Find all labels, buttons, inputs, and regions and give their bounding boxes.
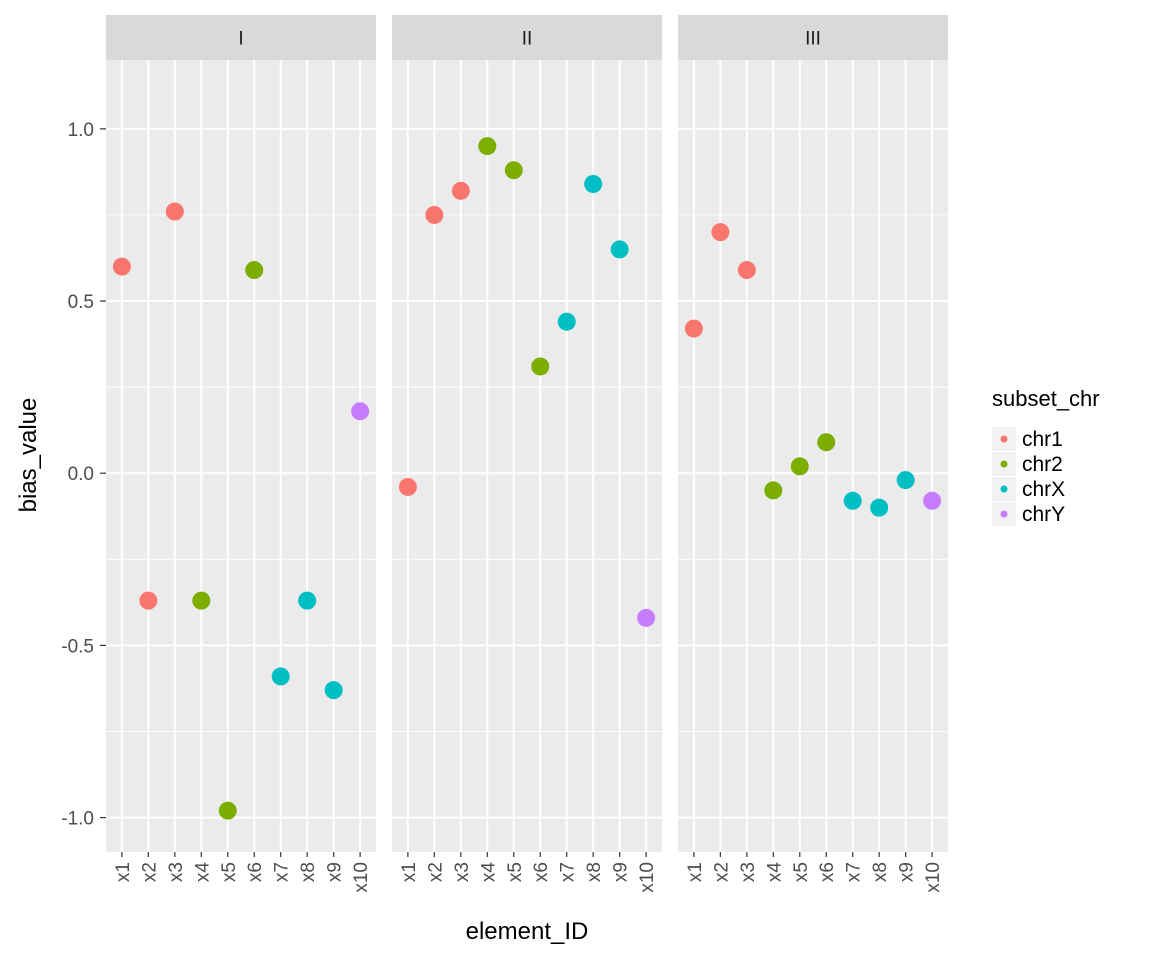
data-point: [451, 181, 470, 200]
x-tick-label: x4: [478, 862, 499, 883]
data-point: [165, 202, 184, 221]
y-axis: -1.0 -0.5 0.0 0.5 1.0: [61, 120, 106, 830]
x-tick-label: x8: [870, 862, 891, 882]
data-point: [843, 491, 862, 510]
x-tick-label: x9: [611, 862, 632, 882]
x-tick-label: x6: [531, 862, 552, 882]
x-tick-label: x7: [558, 862, 579, 882]
x-tick-label: x1: [113, 862, 134, 882]
x-tick-label: x4: [192, 862, 213, 883]
x-tick-label: x7: [272, 862, 293, 882]
data-point: [557, 312, 576, 331]
facet-panel-II: II x1 x2 x3 x4 x5 x6 x7 x8 x9 x10: [392, 15, 662, 893]
x-tick-label: x3: [452, 862, 473, 882]
data-point: [711, 223, 730, 242]
data-point: [684, 319, 703, 338]
y-tick-label: -0.5: [61, 636, 94, 657]
legend-title: subset_chr: [992, 386, 1100, 411]
x-tick-label: x4: [764, 862, 785, 883]
facet-strip: [392, 15, 662, 60]
legend-label: chr2: [1022, 453, 1063, 476]
panel-background: [106, 60, 376, 852]
x-tick-label: x8: [298, 862, 319, 882]
data-point: [478, 137, 497, 156]
x-tick-label: x9: [325, 862, 346, 882]
facet-panel-I: Ix1 x2 x3 x4 x5 x6 x7 x8 x9 x10: [106, 15, 376, 893]
data-point: [324, 681, 343, 700]
data-point: [192, 591, 211, 610]
data-point: [218, 801, 237, 820]
legend-label: chrX: [1022, 478, 1065, 501]
y-tick-label: 0.5: [68, 292, 94, 313]
x-tick-label: x10: [637, 862, 658, 893]
data-point: [112, 257, 131, 276]
panel-background: [678, 60, 948, 852]
data-point: [245, 261, 264, 280]
y-tick-label: 0.0: [68, 464, 94, 485]
legend-swatch: [1000, 510, 1008, 518]
data-point: [351, 402, 370, 421]
data-point: [425, 205, 444, 224]
data-point: [584, 174, 603, 193]
x-tick-label: x5: [791, 862, 812, 882]
x-tick-label: x2: [139, 862, 160, 882]
data-point: [870, 498, 889, 517]
x-tick-label: x1: [399, 862, 420, 882]
x-tick-label: x10: [923, 862, 944, 893]
legend-swatch: [1000, 435, 1008, 443]
x-tick-label: x2: [711, 862, 732, 882]
legend-swatch: [1000, 460, 1008, 468]
x-tick-label: x6: [245, 862, 266, 882]
y-tick-label: -1.0: [61, 809, 94, 830]
data-point: [271, 667, 290, 686]
y-axis-title: bias_value: [15, 398, 42, 513]
data-point: [637, 608, 656, 627]
facet-strip: [678, 15, 948, 60]
x-tick-label: x2: [425, 862, 446, 882]
data-point: [298, 591, 317, 610]
data-point: [504, 161, 523, 180]
x-tick-label: x5: [505, 862, 526, 882]
y-tick-label: 1.0: [68, 120, 94, 141]
x-tick-label: x3: [166, 862, 187, 882]
legend-label: chrY: [1022, 503, 1065, 526]
data-point: [610, 240, 629, 259]
data-point: [764, 481, 783, 500]
x-tick-label: x6: [817, 862, 838, 882]
x-tick-label: x10: [351, 862, 372, 893]
legend-label: chr1: [1022, 428, 1063, 451]
data-point: [790, 457, 809, 476]
x-tick-label: x8: [584, 862, 605, 882]
panel-background: [392, 60, 662, 852]
data-point: [531, 357, 550, 376]
facet-strip: [106, 15, 376, 60]
facet-panel-III: III x1 x2 x3 x4 x5 x6 x7 x8 x9 x10: [678, 15, 948, 893]
x-tick-label: x7: [844, 862, 865, 882]
data-point: [737, 261, 756, 280]
x-tick-label: x5: [219, 862, 240, 882]
data-point: [896, 471, 915, 490]
facet-strip-label: I: [238, 29, 243, 50]
legend-swatch: [1000, 485, 1008, 493]
x-axis-title: element_ID: [466, 918, 589, 945]
x-tick-label: x1: [685, 862, 706, 882]
x-tick-label: x3: [738, 862, 759, 882]
data-point: [923, 491, 942, 510]
x-tick-label: x9: [897, 862, 918, 882]
data-point: [817, 433, 836, 452]
facet-strip-label: II: [522, 29, 533, 50]
data-point: [139, 591, 158, 610]
facet-strip-label: III: [805, 29, 821, 50]
data-point: [398, 477, 417, 496]
